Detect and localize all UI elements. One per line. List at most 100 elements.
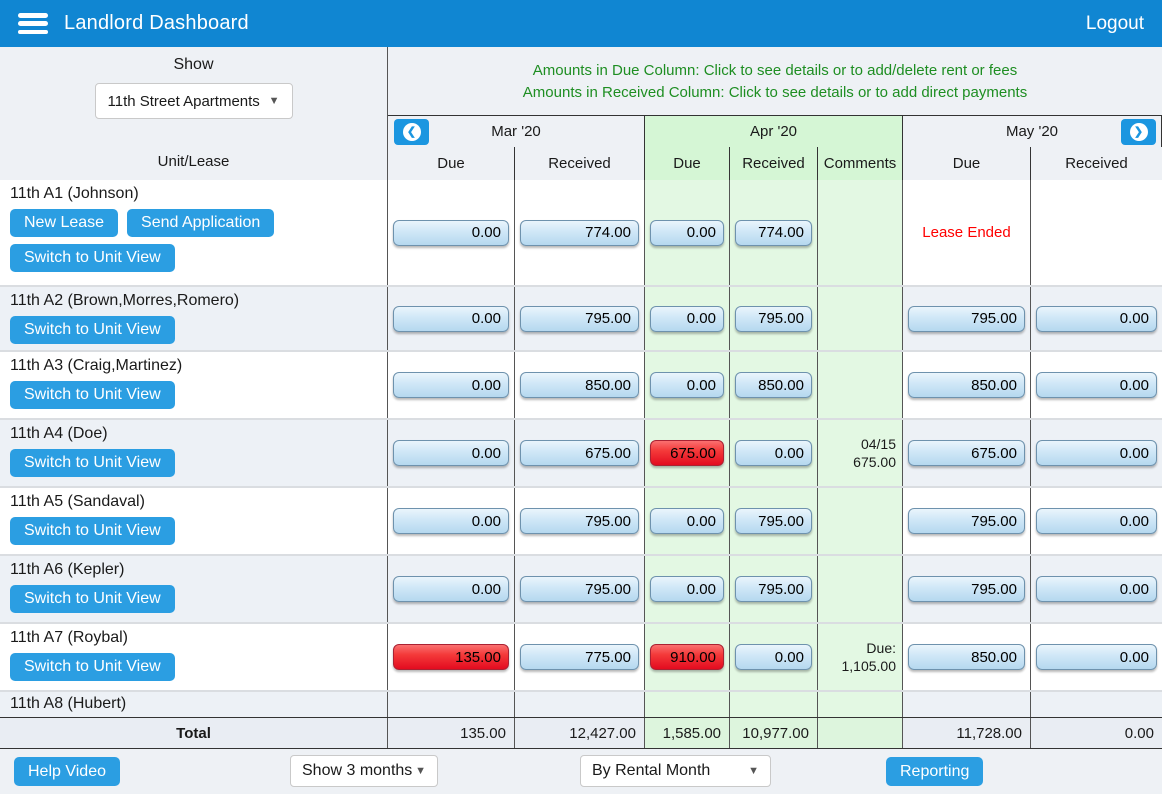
chevron-left-icon: ❮ xyxy=(402,123,421,141)
received-amount-button[interactable]: 795.00 xyxy=(520,305,639,332)
may-received-header: Received xyxy=(1031,147,1162,180)
received-amount-button[interactable]: 850.00 xyxy=(735,372,812,398)
due-amount-button[interactable]: 0.00 xyxy=(393,305,509,332)
due-amount-button[interactable]: 795.00 xyxy=(908,576,1025,602)
table-row: 11th A2 (Brown,Morres,Romero) Switch to … xyxy=(0,287,1162,352)
unit-lease-name: 11th A3 (Craig,Martinez) xyxy=(10,357,183,374)
due-amount-button[interactable]: 0.00 xyxy=(393,508,509,534)
received-amount-button[interactable]: 0.00 xyxy=(735,644,812,670)
chevron-down-icon: ▼ xyxy=(268,95,280,107)
property-select-value: 11th Street Apartments xyxy=(107,92,260,110)
received-amount-button[interactable]: 850.00 xyxy=(520,372,639,398)
switch-to-unit-view-button[interactable]: Switch to Unit View xyxy=(10,381,175,409)
due-amount-button[interactable]: 850.00 xyxy=(908,372,1025,398)
due-amount-button[interactable]: 910.00 xyxy=(650,644,724,670)
previous-month-button[interactable]: ❮ xyxy=(394,119,429,145)
comment-line: 675.00 xyxy=(853,454,896,470)
switch-to-unit-view-button[interactable]: Switch to Unit View xyxy=(10,585,175,613)
received-amount-button[interactable]: 775.00 xyxy=(520,644,639,670)
unit-lease-name: 11th A5 (Sandaval) xyxy=(10,493,145,510)
received-amount-button[interactable]: 0.00 xyxy=(1036,644,1157,670)
comments-cell xyxy=(818,352,903,418)
received-amount-button[interactable]: 795.00 xyxy=(735,305,812,332)
unit-lease-name: 11th A4 (Doe) xyxy=(10,425,108,442)
due-amount-button[interactable]: 0.00 xyxy=(393,372,509,398)
may-due-header: Due xyxy=(903,147,1031,180)
due-amount-button[interactable]: 135.00 xyxy=(393,644,509,670)
table-row: 11th A1 (Johnson) New Lease Send Applica… xyxy=(0,180,1162,287)
unit-lease-name: 11th A2 (Brown,Morres,Romero) xyxy=(10,292,240,309)
page-title: Landlord Dashboard xyxy=(64,12,249,34)
switch-to-unit-view-button[interactable]: Switch to Unit View xyxy=(10,653,175,681)
received-amount-button[interactable]: 795.00 xyxy=(520,576,639,602)
empty-cell xyxy=(903,692,1031,717)
due-amount-button[interactable]: 850.00 xyxy=(908,644,1025,670)
due-amount-button[interactable]: 0.00 xyxy=(393,440,509,466)
switch-to-unit-view-button[interactable]: Switch to Unit View xyxy=(10,449,175,477)
logout-button[interactable]: Logout xyxy=(1085,12,1144,34)
received-amount-button[interactable]: 0.00 xyxy=(1036,372,1157,398)
help-video-button[interactable]: Help Video xyxy=(14,757,120,786)
due-amount-button[interactable]: 0.00 xyxy=(393,576,509,602)
received-amount-button[interactable]: 0.00 xyxy=(735,440,812,466)
due-amount-button[interactable]: 795.00 xyxy=(908,305,1025,332)
unit-cell: 11th A6 (Kepler) Switch to Unit View xyxy=(0,556,388,622)
switch-to-unit-view-button[interactable]: Switch to Unit View xyxy=(10,517,175,545)
total-mar-due: 135.00 xyxy=(388,718,515,748)
due-amount-button[interactable]: 0.00 xyxy=(650,305,724,332)
due-amount-button[interactable]: 0.00 xyxy=(650,219,724,246)
month-header-may: May '20 xyxy=(903,116,1162,147)
total-comments xyxy=(818,718,903,748)
new-lease-button[interactable]: New Lease xyxy=(10,209,119,237)
comment-line: 04/15 xyxy=(860,436,896,452)
due-amount-button[interactable]: 675.00 xyxy=(908,440,1025,466)
due-amount-button[interactable]: 0.00 xyxy=(393,219,509,246)
send-application-button[interactable]: Send Application xyxy=(127,209,275,237)
comments-cell xyxy=(818,287,903,350)
received-amount-button[interactable]: 0.00 xyxy=(1036,440,1157,466)
switch-to-unit-view-button[interactable]: Switch to Unit View xyxy=(10,244,175,272)
due-amount-button[interactable]: 795.00 xyxy=(908,508,1025,534)
received-amount-button[interactable]: 795.00 xyxy=(735,576,812,602)
switch-to-unit-view-button[interactable]: Switch to Unit View xyxy=(10,316,175,344)
total-mar-received: 12,427.00 xyxy=(515,718,645,748)
due-amount-button[interactable]: 0.00 xyxy=(650,576,724,602)
received-amount-button[interactable]: 0.00 xyxy=(1036,508,1157,534)
received-amount-button[interactable]: 795.00 xyxy=(520,508,639,534)
due-amount-button[interactable]: 0.00 xyxy=(650,372,724,398)
show-months-select[interactable]: Show 3 months ▼ xyxy=(290,755,438,787)
instruction-line-due: Amounts in Due Column: Click to see deta… xyxy=(532,61,1018,79)
total-may-received: 0.00 xyxy=(1031,718,1162,748)
property-filter-panel: Show 11th Street Apartments ▼ Unit/Lease xyxy=(0,47,388,180)
received-amount-button[interactable]: 774.00 xyxy=(735,219,812,246)
apr-comments-header: Comments xyxy=(818,147,903,180)
chevron-down-icon: ▼ xyxy=(748,765,759,777)
property-select[interactable]: 11th Street Apartments ▼ xyxy=(94,83,293,119)
reporting-button[interactable]: Reporting xyxy=(886,757,984,786)
received-amount-button[interactable]: 0.00 xyxy=(1036,576,1157,602)
month-header-row: ❮ Mar '20 Apr '20 May '20 ❯ xyxy=(388,115,1162,147)
received-amount-button[interactable]: 774.00 xyxy=(520,219,639,246)
show-label: Show xyxy=(173,56,214,73)
unit-lease-name: 11th A8 (Hubert) xyxy=(10,695,127,712)
received-amount-button[interactable]: 795.00 xyxy=(735,508,812,534)
received-amount-button[interactable]: 675.00 xyxy=(520,440,639,466)
received-amount-button[interactable]: 0.00 xyxy=(1036,305,1157,332)
chevron-right-icon: ❯ xyxy=(1129,123,1148,141)
due-amount-button[interactable]: 0.00 xyxy=(650,508,724,534)
menu-icon[interactable] xyxy=(18,13,48,34)
empty-cell xyxy=(645,692,730,717)
unit-cell: 11th A4 (Doe) Switch to Unit View xyxy=(0,420,388,486)
comments-cell: 04/15 675.00 xyxy=(818,420,903,486)
by-rental-month-select[interactable]: By Rental Month ▼ xyxy=(580,755,771,787)
unit-cell: 11th A8 (Hubert) xyxy=(0,692,388,717)
unit-lease-column-header: Unit/Lease xyxy=(157,153,230,170)
empty-cell xyxy=(1031,180,1162,285)
mar-received-header: Received xyxy=(515,147,645,180)
total-apr-received: 10,977.00 xyxy=(730,718,818,748)
due-amount-button[interactable]: 675.00 xyxy=(650,440,724,466)
next-month-button[interactable]: ❯ xyxy=(1121,119,1156,145)
month-header-apr: Apr '20 xyxy=(645,116,903,147)
month-header-mar: Mar '20 xyxy=(388,116,645,147)
empty-cell xyxy=(515,692,645,717)
